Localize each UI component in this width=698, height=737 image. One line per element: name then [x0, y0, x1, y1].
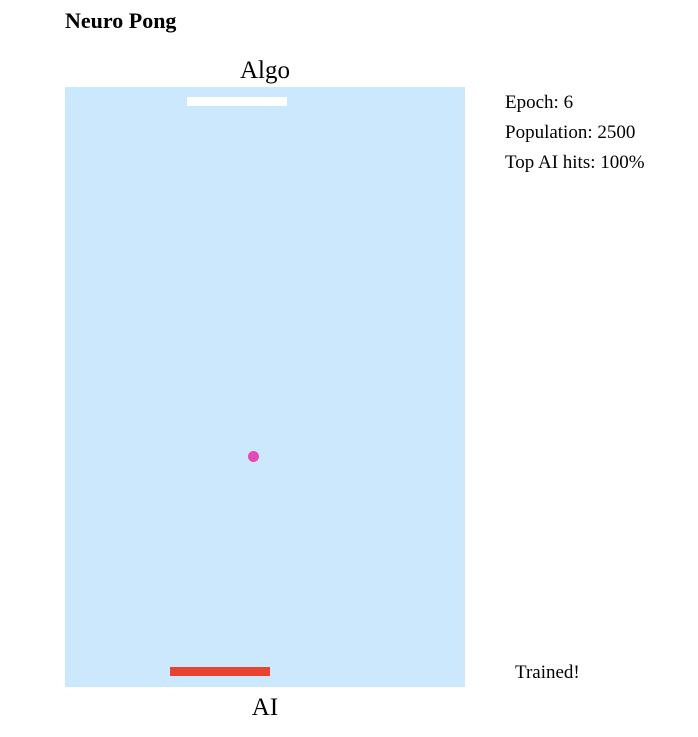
- top-player-label: Algo: [240, 57, 290, 84]
- page-title: Neuro Pong: [65, 8, 177, 33]
- bottom-player-label: AI: [251, 694, 279, 721]
- training-status: Trained!: [515, 662, 580, 683]
- game-court[interactable]: [65, 87, 465, 687]
- population-stat: Population: 2500: [505, 122, 636, 143]
- top-hits-stat: Top AI hits: 100%: [505, 152, 645, 173]
- ai-paddle: [170, 667, 270, 676]
- algo-paddle: [187, 97, 287, 106]
- epoch-stat: Epoch: 6: [505, 92, 574, 113]
- ball: [248, 451, 259, 462]
- training-stats: Epoch: 6 Population: 2500 Top AI hits: 1…: [505, 88, 645, 178]
